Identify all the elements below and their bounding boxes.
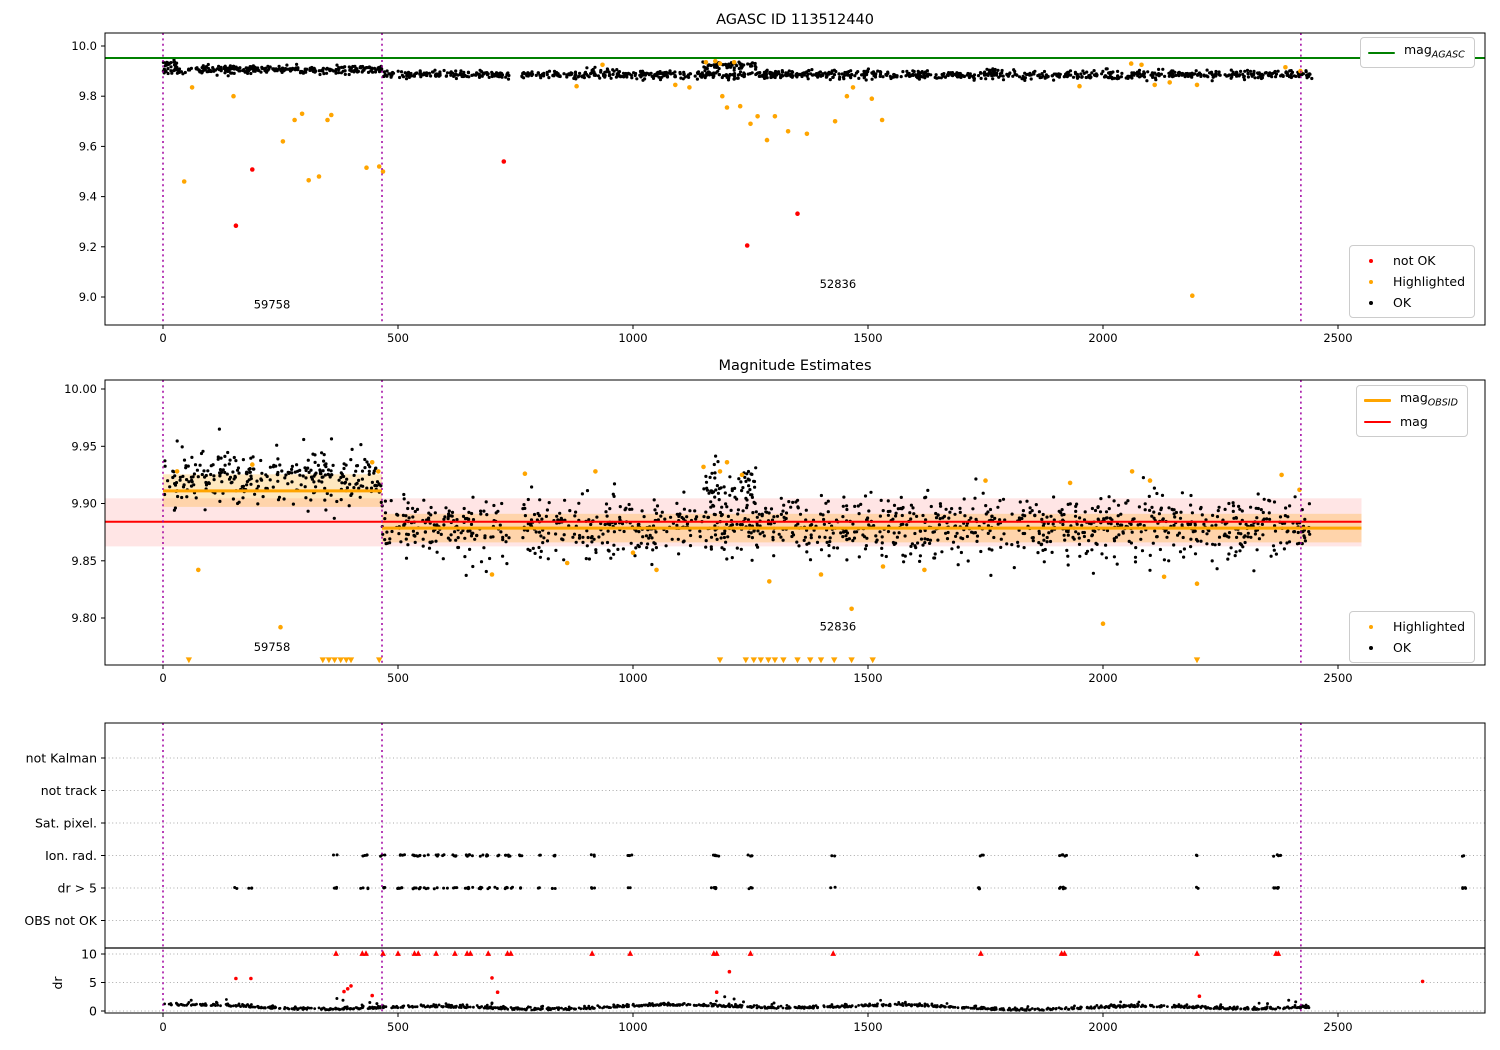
legend-line-marker: [1368, 51, 1395, 54]
legend-item: magAGASC: [1368, 42, 1465, 63]
svg-text:10.00: 10.00: [64, 382, 97, 396]
svg-text:9.95: 9.95: [71, 439, 97, 453]
svg-text:500: 500: [387, 671, 409, 685]
legend-line-marker: [1364, 399, 1391, 402]
svg-text:5: 5: [89, 975, 97, 990]
legend-dot-marker: [1357, 258, 1384, 263]
svg-text:500: 500: [387, 331, 409, 345]
plot1-title: AGASC ID 113512440: [716, 12, 874, 28]
legend-dot-marker: [1357, 624, 1384, 629]
legend-quality-middle: Highlighted OK: [1349, 611, 1476, 663]
svg-text:0: 0: [159, 1020, 166, 1034]
svg-text:2000: 2000: [1088, 1020, 1117, 1034]
legend-dot-marker: [1357, 300, 1384, 305]
svg-text:2000: 2000: [1088, 671, 1117, 685]
svg-text:500: 500: [387, 1020, 409, 1034]
legend-item: OK: [1357, 292, 1465, 313]
legend-line-marker: [1364, 420, 1391, 423]
svg-text:9.0: 9.0: [79, 290, 97, 304]
legend-item: magOBSID: [1364, 390, 1458, 411]
legend-label: magAGASC: [1404, 41, 1465, 61]
svg-text:59758: 59758: [254, 297, 291, 311]
svg-text:0: 0: [89, 1004, 97, 1019]
svg-text:52836: 52836: [820, 620, 857, 634]
svg-text:0: 0: [159, 671, 166, 685]
plot2-title: Magnitude Estimates: [718, 358, 872, 374]
legend-dot-marker: [1357, 279, 1384, 284]
legend-item: not OK: [1357, 250, 1465, 271]
svg-text:2500: 2500: [1323, 671, 1352, 685]
svg-text:not Kalman: not Kalman: [26, 751, 97, 766]
svg-text:59758: 59758: [254, 640, 291, 654]
svg-text:Ion. rad.: Ion. rad.: [45, 848, 97, 863]
legend-item: Highlighted: [1357, 616, 1465, 637]
legend-mag-lines: magOBSID mag: [1356, 385, 1468, 437]
legend-label: OK: [1393, 294, 1412, 310]
legend-label: not OK: [1393, 252, 1436, 268]
legend-item: mag: [1364, 411, 1458, 432]
legend-quality-top: not OK Highlighted OK: [1349, 245, 1476, 318]
svg-text:10.0: 10.0: [71, 39, 97, 53]
svg-text:9.2: 9.2: [79, 240, 97, 254]
svg-text:Sat. pixel.: Sat. pixel.: [35, 816, 97, 831]
legend-label: mag: [1400, 413, 1428, 429]
svg-text:52836: 52836: [820, 277, 857, 291]
svg-text:10: 10: [81, 947, 97, 962]
svg-text:1500: 1500: [853, 331, 882, 345]
svg-text:dr: dr: [50, 976, 65, 990]
svg-text:not track: not track: [41, 783, 98, 798]
svg-text:0: 0: [159, 331, 166, 345]
svg-text:9.90: 9.90: [71, 497, 97, 511]
svg-text:1500: 1500: [853, 1020, 882, 1034]
svg-text:OBS not OK: OBS not OK: [24, 913, 97, 928]
svg-text:2500: 2500: [1323, 1020, 1352, 1034]
legend-label: Highlighted: [1393, 618, 1466, 634]
svg-text:9.8: 9.8: [79, 89, 97, 103]
legend-dot-marker: [1357, 645, 1384, 650]
svg-text:9.6: 9.6: [79, 139, 97, 153]
svg-text:1000: 1000: [618, 331, 647, 345]
legend-mag-agasc: magAGASC: [1360, 37, 1475, 68]
svg-text:1500: 1500: [853, 671, 882, 685]
svg-text:2000: 2000: [1088, 331, 1117, 345]
svg-text:9.80: 9.80: [71, 611, 97, 625]
legend-item: OK: [1357, 637, 1465, 658]
svg-text:1000: 1000: [618, 671, 647, 685]
svg-text:2500: 2500: [1323, 331, 1352, 345]
legend-label: OK: [1393, 639, 1412, 655]
legend-label: magOBSID: [1400, 389, 1458, 409]
legend-item: Highlighted: [1357, 271, 1465, 292]
svg-text:1000: 1000: [618, 1020, 647, 1034]
svg-text:9.4: 9.4: [79, 190, 97, 204]
svg-text:9.85: 9.85: [71, 554, 97, 568]
svg-text:dr > 5: dr > 5: [58, 881, 97, 896]
legend-label: Highlighted: [1393, 273, 1466, 289]
